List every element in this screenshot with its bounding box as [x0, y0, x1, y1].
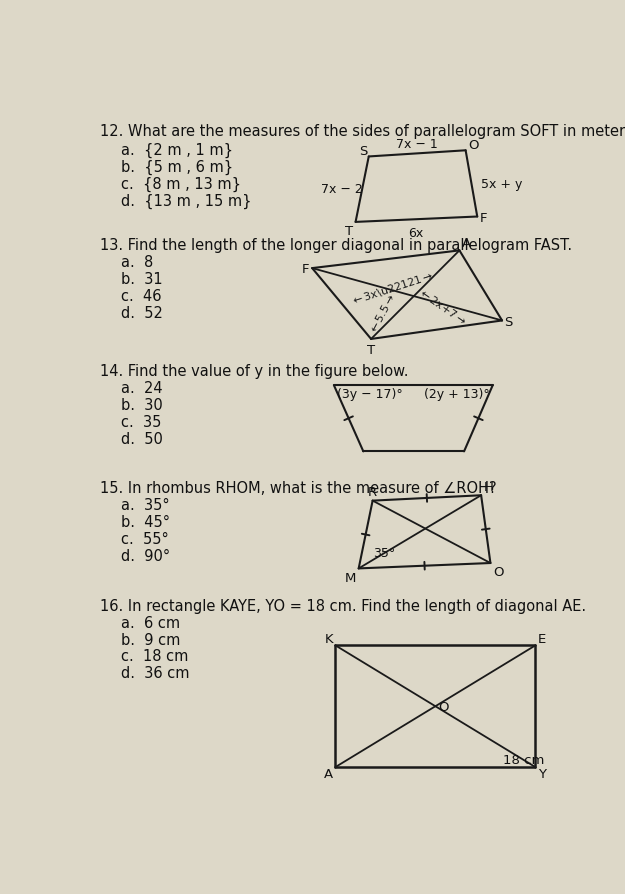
Text: (2y + 13)°: (2y + 13)°: [424, 388, 489, 401]
Text: b.  30: b. 30: [121, 397, 162, 412]
Text: 12. What are the measures of the sides of parallelogram SOFT in meters?: 12. What are the measures of the sides o…: [100, 124, 625, 139]
Text: (3y − 17)°: (3y − 17)°: [337, 388, 402, 401]
Text: T: T: [367, 343, 375, 357]
Text: A: A: [462, 237, 471, 249]
Text: a.  24: a. 24: [121, 380, 162, 395]
Text: d.  90°: d. 90°: [121, 548, 170, 563]
Text: c.  18 cm: c. 18 cm: [121, 649, 188, 663]
Text: a.  8: a. 8: [121, 255, 153, 270]
Text: A: A: [324, 767, 333, 780]
Text: c.  35: c. 35: [121, 414, 161, 429]
Text: 7x − 2: 7x − 2: [321, 183, 362, 196]
Text: S: S: [504, 316, 512, 329]
Text: a.  6 cm: a. 6 cm: [121, 615, 180, 630]
Text: d.  52: d. 52: [121, 306, 162, 321]
Text: K: K: [324, 633, 333, 645]
Text: F: F: [479, 212, 487, 224]
Text: d.  36 cm: d. 36 cm: [121, 666, 189, 680]
Text: R: R: [368, 485, 378, 499]
Text: M: M: [345, 571, 356, 584]
Text: $\leftarrow$3x\u22121$\rightarrow$: $\leftarrow$3x\u22121$\rightarrow$: [349, 268, 435, 308]
Text: $\leftarrow$5.5$\rightarrow$: $\leftarrow$5.5$\rightarrow$: [366, 291, 398, 336]
Text: O: O: [468, 139, 479, 152]
Text: 13. Find the length of the longer diagonal in parallelogram FAST.: 13. Find the length of the longer diagon…: [100, 238, 572, 253]
Text: T: T: [345, 225, 353, 238]
Text: d.  {13 m , 15 m}: d. {13 m , 15 m}: [121, 193, 251, 208]
Text: 5x + y: 5x + y: [481, 178, 522, 190]
Text: $\leftarrow$2x+7$\rightarrow$: $\leftarrow$2x+7$\rightarrow$: [416, 284, 469, 327]
Text: b.  31: b. 31: [121, 272, 162, 287]
Text: S: S: [359, 145, 368, 158]
Text: 16. In rectangle KAYE, YO = 18 cm. Find the length of diagonal AE.: 16. In rectangle KAYE, YO = 18 cm. Find …: [100, 598, 586, 613]
Text: 6x: 6x: [408, 226, 424, 240]
Text: 7x − 1: 7x − 1: [396, 139, 437, 151]
Text: d.  50: d. 50: [121, 431, 162, 446]
Text: c.  46: c. 46: [121, 289, 161, 304]
Text: a.  {2 m , 1 m}: a. {2 m , 1 m}: [121, 143, 232, 158]
Text: b.  45°: b. 45°: [121, 514, 170, 529]
Text: E: E: [538, 633, 546, 645]
Text: O: O: [439, 700, 449, 713]
Text: b.  9 cm: b. 9 cm: [121, 632, 180, 647]
Text: 35°: 35°: [372, 546, 395, 560]
Text: F: F: [302, 262, 309, 275]
Text: a.  35°: a. 35°: [121, 497, 169, 512]
Text: H: H: [484, 480, 493, 493]
Text: b.  {5 m , 6 m}: b. {5 m , 6 m}: [121, 160, 233, 174]
Text: c.  55°: c. 55°: [121, 531, 169, 546]
Text: O: O: [492, 565, 503, 578]
Text: 14. Find the value of y in the figure below.: 14. Find the value of y in the figure be…: [100, 363, 408, 378]
Text: 18 cm: 18 cm: [503, 754, 544, 766]
Text: Y: Y: [538, 767, 546, 780]
Text: 15. In rhombus RHOM, what is the measure of ∠ROH?: 15. In rhombus RHOM, what is the measure…: [100, 480, 496, 495]
Text: c.  {8 m , 13 m}: c. {8 m , 13 m}: [121, 176, 241, 191]
